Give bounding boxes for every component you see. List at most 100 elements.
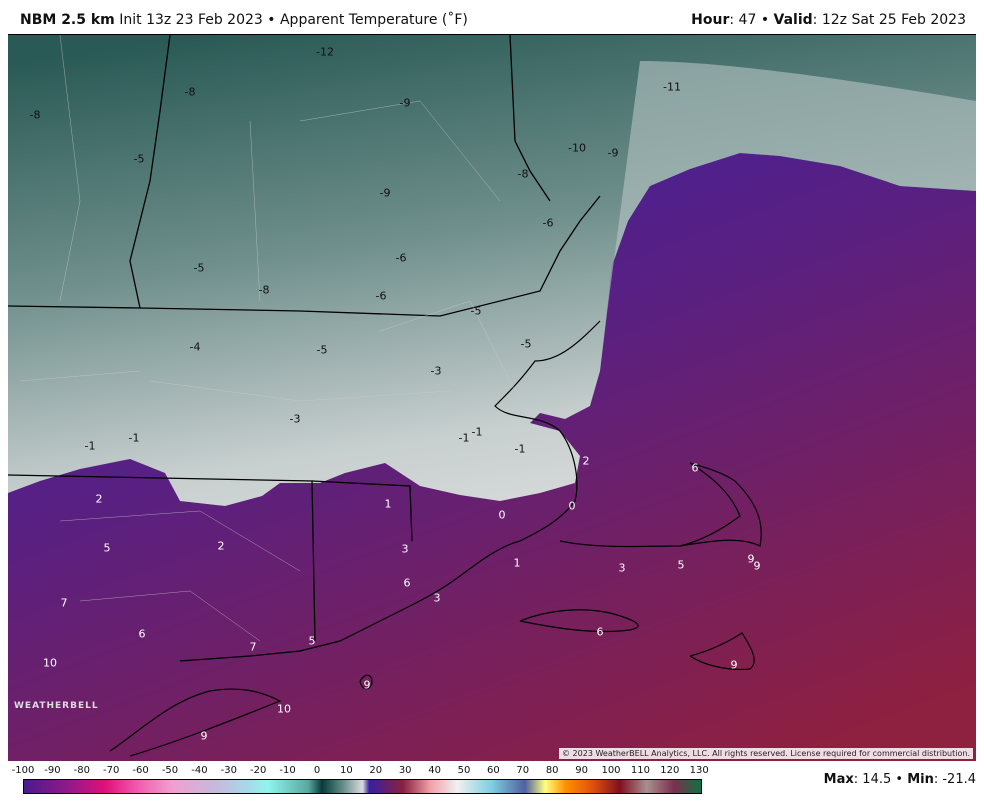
temperature-label: -5	[520, 337, 532, 351]
map-canvas	[8, 35, 976, 761]
valid-info: Hour: 47 • Valid: 12z Sat 25 Feb 2023	[691, 12, 966, 28]
temperature-label: -4	[189, 340, 201, 354]
scale-tick-label: 130	[689, 765, 709, 776]
temperature-label: -6	[542, 216, 554, 230]
temperature-label: -9	[379, 186, 391, 200]
temperature-label: 5	[677, 558, 685, 572]
scale-tick-label: -60	[132, 765, 149, 776]
temperature-label: -8	[258, 283, 270, 297]
copyright-notice: © 2023 WeatherBELL Analytics, LLC. All r…	[559, 748, 973, 759]
scale-tick-label: 50	[457, 765, 471, 776]
temperature-label: -1	[458, 431, 470, 445]
field-name: Apparent Temperature (˚F)	[279, 12, 468, 28]
max-label: Max	[823, 772, 854, 787]
county-borders	[19, 35, 521, 642]
scale-tick-label: -80	[73, 765, 90, 776]
scale-tick-label: 10	[340, 765, 353, 776]
temperature-label: -12	[316, 45, 334, 59]
max-value: 14.5	[862, 772, 892, 787]
temperature-label: 9	[730, 658, 738, 672]
temperature-label: 2	[582, 454, 590, 468]
temperature-label: -8	[29, 108, 41, 122]
scale-tick-label: 70	[516, 765, 530, 776]
temperature-label: 9	[363, 678, 371, 692]
scale-tick-label: 60	[487, 765, 500, 776]
temperature-label: -1	[128, 431, 140, 445]
temperature-label: -9	[607, 146, 619, 160]
temperature-label: 6	[691, 461, 699, 475]
temperature-label: -11	[663, 80, 681, 94]
temperature-label: 6	[138, 627, 146, 641]
weatherbell-logo: WEATHERBELL	[14, 701, 99, 711]
coastal-gradient	[606, 61, 976, 321]
scale-tick-label: 0	[313, 765, 321, 776]
temperature-label: -10	[568, 141, 586, 155]
scale-tick-label: -10	[279, 765, 296, 776]
temperature-label: 5	[308, 634, 316, 648]
temperature-label: -6	[375, 289, 387, 303]
temperature-map[interactable]: -12 -8 -9 -11 -8 -5 -10 -9 -8 -9 -6 -6 -5 -8 -6 -5 -5 -4-…	[8, 34, 976, 761]
temperature-label: 6	[403, 576, 411, 590]
temperature-label: -1	[514, 442, 526, 456]
scale-tick-label: -40	[191, 765, 208, 776]
temperature-label: 1	[384, 497, 392, 511]
temperature-label: 3	[433, 591, 441, 605]
scale-tick-label: 30	[398, 765, 412, 776]
temperature-label: 6	[596, 625, 604, 639]
scale-tick-label: 110	[630, 765, 650, 776]
temperature-label: 7	[249, 640, 257, 654]
hour-label: Hour	[691, 12, 730, 28]
scale-tick-label: -20	[250, 765, 267, 776]
separator: •	[760, 12, 770, 28]
max-min-readout: Max: 14.5 • Min: -21.4	[823, 772, 976, 787]
state-borders	[8, 35, 601, 642]
temperature-label: 5	[103, 541, 111, 555]
temperature-label: 2	[217, 539, 225, 553]
temperature-label: -6	[395, 251, 407, 265]
temperature-label: -1	[84, 439, 96, 453]
temperature-label: -3	[430, 364, 442, 378]
valid-label: Valid	[773, 12, 813, 28]
scale-tick-label: 40	[428, 765, 441, 776]
temperature-label: 2	[95, 492, 103, 506]
model-name: NBM 2.5 km	[20, 12, 115, 28]
scale-tick-label: 100	[601, 765, 621, 776]
temperature-label: -5	[470, 304, 482, 318]
scale-tick-label: -50	[161, 765, 179, 776]
init-time: Init 13z 23 Feb 2023	[119, 12, 263, 28]
temperature-label: -5	[316, 343, 328, 357]
coastlines	[109, 320, 762, 757]
scale-tick-label: -70	[103, 765, 120, 776]
hour-value: 47	[738, 12, 757, 28]
temperature-label: -5	[133, 152, 145, 166]
scale-tick-label: 120	[660, 765, 680, 776]
temperature-label: 9	[747, 552, 755, 566]
temperature-label: 9	[753, 559, 761, 573]
temperature-label: -8	[517, 167, 529, 181]
temperature-label: 3	[618, 561, 626, 575]
scale-tick-label: 80	[545, 765, 559, 776]
color-scale-bar	[23, 779, 702, 794]
scale-tick-label: 90	[575, 765, 588, 776]
scale-tick-label: -90	[44, 765, 61, 776]
temperature-label: -1	[471, 425, 483, 439]
scale-tick-label: 20	[369, 765, 383, 776]
scale-tick-label: -100	[11, 765, 35, 776]
temperature-label: -3	[289, 412, 301, 426]
valid-value: 12z Sat 25 Feb 2023	[821, 12, 966, 28]
temperature-label: -5	[193, 261, 205, 275]
separator: •	[267, 12, 276, 28]
min-value: -21.4	[942, 772, 976, 787]
scale-tick-label: -30	[220, 765, 237, 776]
temperature-label: 7	[60, 596, 68, 610]
temperature-label: 0	[568, 499, 576, 513]
temperature-label: -8	[184, 85, 196, 99]
temperature-label: 10	[277, 702, 291, 716]
temperature-label: 10	[43, 656, 57, 670]
temperature-label: 1	[513, 556, 521, 570]
min-label: Min	[907, 772, 934, 787]
temperature-label: -9	[399, 96, 411, 110]
temperature-label: 3	[401, 542, 409, 556]
map-title: NBM 2.5 km Init 13z 23 Feb 2023 • Appare…	[20, 12, 468, 28]
temperature-label: 9	[200, 729, 208, 743]
